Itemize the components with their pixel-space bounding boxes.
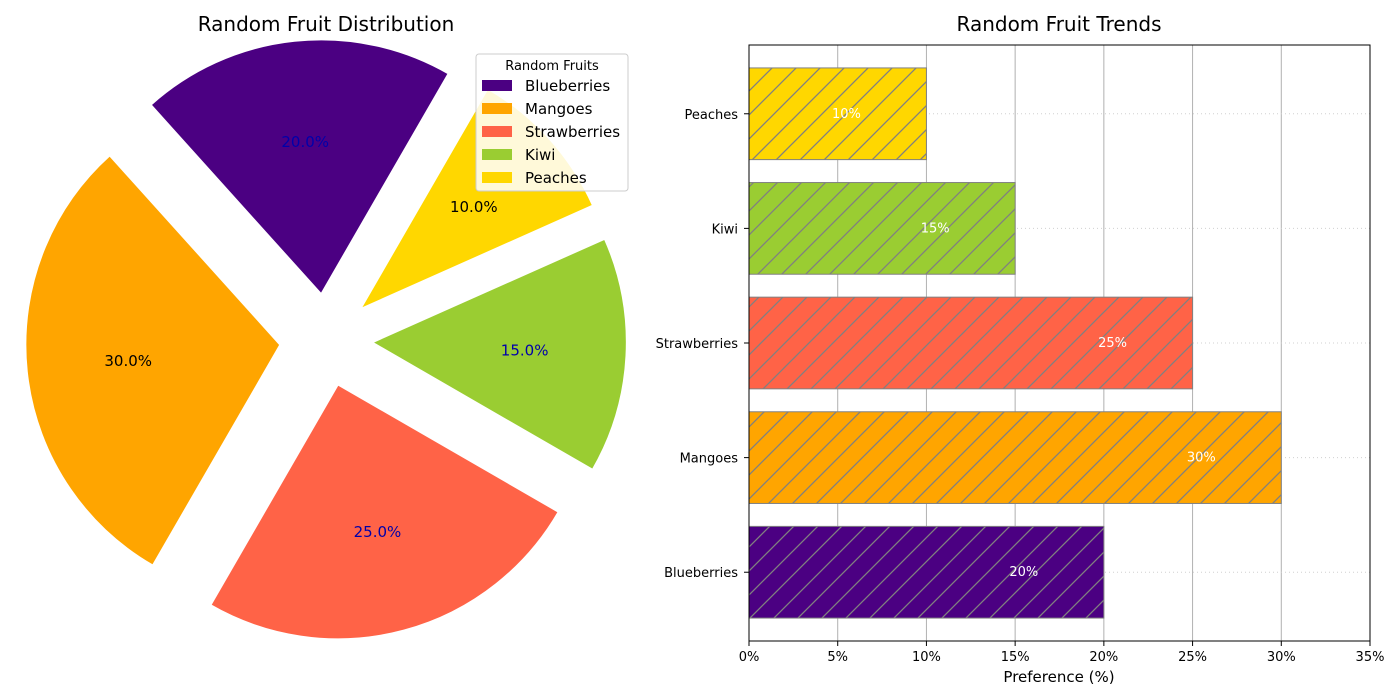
x-axis-ticks: 0% 5% 10% 15% 20% 25% 30% 35% bbox=[739, 641, 1385, 665]
pie-legend: Random Fruits Blueberries Mangoes Strawber… bbox=[475, 53, 629, 192]
legend-title: Random Fruits bbox=[505, 59, 599, 74]
x-tick-label: 30% bbox=[1267, 650, 1296, 665]
legend-swatch-peaches bbox=[482, 172, 512, 183]
legend-swatch-mangoes bbox=[482, 103, 512, 114]
bar-label-mangoes: 30% bbox=[1187, 451, 1216, 466]
bar-title: Random Fruit Trends bbox=[956, 12, 1161, 36]
x-tick-label: 20% bbox=[1089, 650, 1118, 665]
bar-marks: 20% 30% 25% 15% 10% bbox=[748, 67, 1282, 619]
legend-frame bbox=[475, 53, 629, 192]
y-tick-label-strawberries: Strawberries bbox=[656, 337, 739, 352]
pie-slice-kiwi bbox=[369, 237, 628, 472]
y-tick-label-peaches: Peaches bbox=[685, 108, 739, 123]
y-tick-label-blueberries: Blueberries bbox=[664, 566, 738, 581]
bar-hatch-kiwi bbox=[748, 182, 1016, 275]
pie-slice-mangoes bbox=[24, 153, 282, 568]
bar-label-kiwi: 15% bbox=[921, 221, 950, 236]
bar-hatch-peaches bbox=[748, 67, 927, 161]
x-tick-label: 35% bbox=[1356, 650, 1385, 665]
pie-slice-blueberries bbox=[149, 38, 451, 297]
x-tick-label: 15% bbox=[1001, 650, 1030, 665]
bar-label-strawberries: 25% bbox=[1098, 336, 1127, 351]
bar-label-peaches: 10% bbox=[832, 107, 861, 122]
pie-label-blueberries: 20.0% bbox=[281, 133, 329, 151]
legend-entry-kiwi: Kiwi bbox=[525, 146, 555, 164]
y-tick-label-mangoes: Mangoes bbox=[680, 452, 739, 467]
pie-labels: 20.0% 30.0% 25.0% 15.0% 10.0% bbox=[104, 133, 548, 541]
bar-hatch-strawberries bbox=[748, 296, 1194, 390]
legend-swatch-blueberries bbox=[482, 80, 512, 91]
bar-chart: Random Fruit Trends 20% 30% 25% 15% 10% 0% 5%… bbox=[656, 12, 1385, 686]
pie-label-peaches: 10.0% bbox=[450, 198, 498, 216]
x-tick-label: 5% bbox=[827, 650, 848, 665]
pie-chart: Random Fruit Distribution 20.0% 30.0% 25.0… bbox=[24, 12, 629, 641]
x-axis-label: Preference (%) bbox=[1003, 668, 1114, 686]
bar-hatch-blueberries bbox=[748, 525, 1105, 619]
legend-entry-mangoes: Mangoes bbox=[525, 100, 593, 118]
pie-label-mangoes: 30.0% bbox=[104, 352, 152, 370]
y-tick-label-kiwi: Kiwi bbox=[712, 222, 738, 237]
pie-slice-strawberries bbox=[209, 382, 561, 641]
x-tick-label: 10% bbox=[912, 650, 941, 665]
bar-hatch-mangoes bbox=[748, 411, 1282, 504]
bar-label-blueberries: 20% bbox=[1009, 565, 1038, 580]
x-tick-label: 0% bbox=[739, 650, 760, 665]
legend-entry-peaches: Peaches bbox=[525, 169, 587, 187]
legend-entries: Blueberries Mangoes Strawberries Kiwi Peache… bbox=[482, 77, 620, 187]
pie-label-strawberries: 25.0% bbox=[354, 523, 402, 541]
y-axis-ticks: Blueberries Mangoes Strawberries Kiwi Peache… bbox=[656, 108, 749, 581]
pie-label-kiwi: 15.0% bbox=[501, 341, 549, 359]
legend-swatch-strawberries bbox=[482, 126, 512, 137]
legend-entry-strawberries: Strawberries bbox=[525, 123, 620, 141]
x-tick-label: 25% bbox=[1178, 650, 1207, 665]
legend-entry-blueberries: Blueberries bbox=[525, 77, 610, 95]
legend-swatch-kiwi bbox=[482, 149, 512, 160]
pie-title: Random Fruit Distribution bbox=[198, 12, 455, 36]
